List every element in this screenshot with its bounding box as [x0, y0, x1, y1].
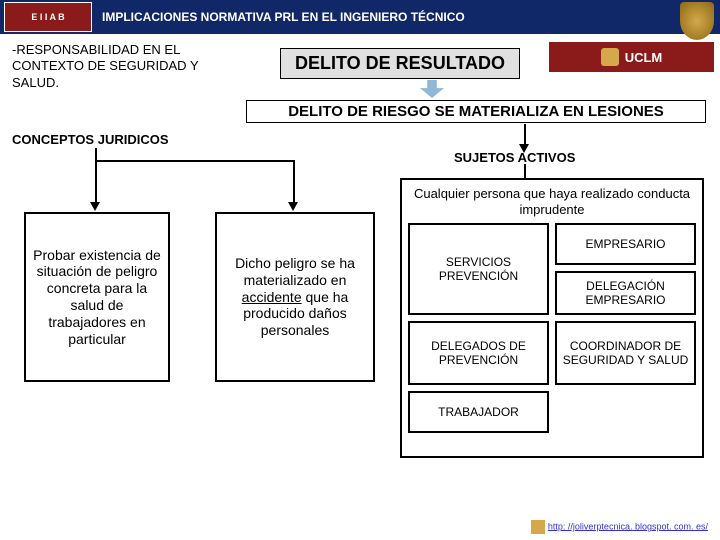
- eiiab-logo: E I I A B: [4, 2, 92, 32]
- arrow-down-icon: [420, 80, 444, 98]
- delito-resultado-title: DELITO DE RESULTADO: [280, 48, 520, 79]
- header-bar: E I I A B IMPLICACIONES NORMATIVA PRL EN…: [0, 0, 720, 34]
- mini-delegacion: DELEGACIÓN EMPRESARIO: [555, 271, 696, 315]
- shield-icon: [680, 2, 714, 40]
- uclm-logo: UCLM: [549, 42, 714, 72]
- conceptos-label: CONCEPTOS JURIDICOS: [12, 132, 169, 147]
- mini-delegados: DELEGADOS DE PREVENCIÓN: [408, 321, 549, 385]
- box-peligro-text: Dicho peligro se ha materializado en acc…: [221, 255, 369, 339]
- box-probar: Probar existencia de situación de peligr…: [24, 212, 170, 382]
- mini-empresario: EMPRESARIO: [555, 223, 696, 265]
- sujetos-top-text: Cualquier persona que haya realizado con…: [408, 186, 696, 217]
- footer-icon: [531, 520, 545, 534]
- connector: [95, 160, 97, 204]
- arrow-icon: [90, 202, 100, 211]
- mini-grid: EMPRESARIO SERVICIOS PREVENCIÓN DELEGACI…: [408, 223, 696, 433]
- header-title: IMPLICACIONES NORMATIVA PRL EN EL INGENI…: [102, 10, 465, 24]
- sujetos-container: Cualquier persona que haya realizado con…: [400, 178, 704, 458]
- mini-servicios: SERVICIOS PREVENCIÓN: [408, 223, 549, 315]
- arrow-icon: [288, 202, 298, 211]
- connector: [293, 160, 295, 204]
- footer-link[interactable]: http: //joliverptecnica. blogspot. com. …: [531, 520, 708, 534]
- connector: [95, 160, 295, 162]
- responsabilidad-text: -RESPONSABILIDAD EN EL CONTEXTO DE SEGUR…: [12, 42, 242, 91]
- sub-title: DELITO DE RIESGO SE MATERIALIZA EN LESIO…: [246, 100, 706, 123]
- sujetos-label: SUJETOS ACTIVOS: [454, 150, 575, 165]
- mini-coordinador: COORDINADOR DE SEGURIDAD Y SALUD: [555, 321, 696, 385]
- connector: [524, 164, 526, 178]
- connector: [95, 148, 97, 160]
- connector: [524, 124, 526, 146]
- mini-trabajador: TRABAJADOR: [408, 391, 549, 433]
- box-peligro: Dicho peligro se ha materializado en acc…: [215, 212, 375, 382]
